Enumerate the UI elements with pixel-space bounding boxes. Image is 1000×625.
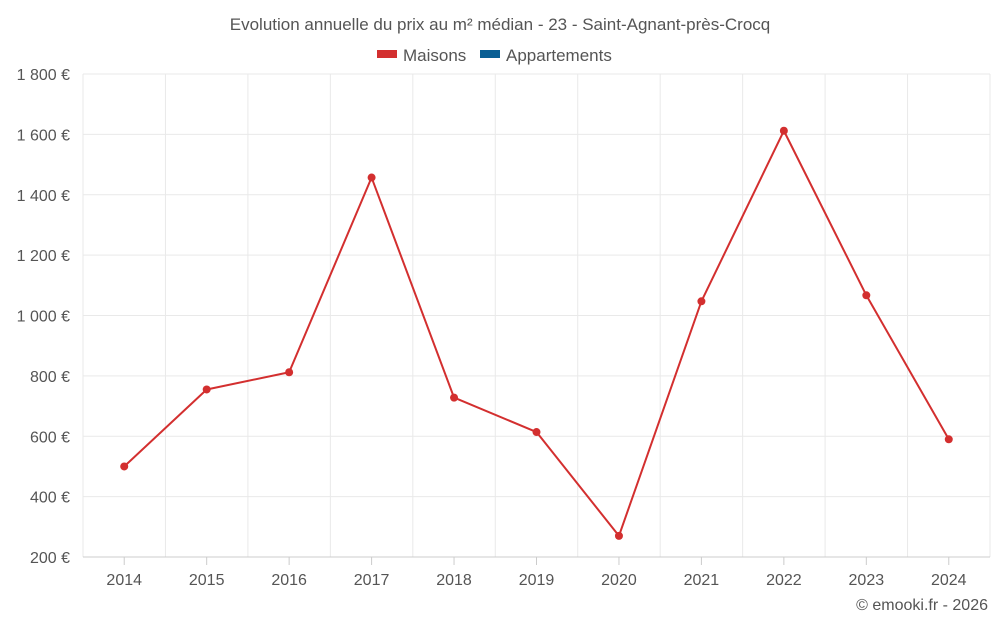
x-tick-label: 2021 [684,572,720,589]
data-point-maisons [450,393,459,402]
data-point-maisons [862,291,871,300]
legend-item-maisons[interactable]: Maisons [377,46,466,65]
y-tick-label: 1 800 € [17,67,70,84]
legend-swatch-maisons [377,50,397,58]
data-point-maisons [944,435,953,444]
y-tick-label: 1 600 € [17,127,70,144]
series-layer [120,126,953,540]
y-tick-label: 600 € [30,429,70,446]
data-point-maisons [367,173,376,182]
credit-text: © emooki.fr - 2026 [856,597,988,614]
grid [82,73,991,557]
x-tick-label: 2014 [106,572,142,589]
x-tick-label: 2017 [354,572,390,589]
legend: Maisons Appartements [377,46,612,65]
y-tick-label: 400 € [30,490,70,507]
x-tick-label: 2024 [931,572,967,589]
data-point-maisons [697,297,706,306]
x-tick-label: 2020 [601,572,637,589]
x-tick-label: 2022 [766,572,802,589]
y-tick-label: 800 € [30,369,70,386]
legend-swatch-appartements [480,50,500,58]
legend-item-appartements[interactable]: Appartements [480,46,612,65]
x-tick-label: 2015 [189,572,225,589]
data-point-maisons [285,368,294,377]
y-tick-label: 200 € [30,550,70,567]
x-tick-label: 2019 [519,572,555,589]
chart-title: Evolution annuelle du prix au m² médian … [230,15,771,34]
legend-label-appartements: Appartements [506,46,612,65]
x-tick-label: 2023 [849,572,885,589]
legend-label-maisons: Maisons [403,46,466,65]
data-point-maisons [120,462,129,471]
x-tick-label: 2018 [436,572,472,589]
y-tick-label: 1 000 € [17,309,70,326]
data-point-maisons [532,428,541,437]
axes: 200 € 400 € 600 € 800 € 1 000 € 1 200 € 1 400 … [17,67,990,589]
x-tick-label: 2016 [271,572,307,589]
y-tick-label: 1 200 € [17,248,70,265]
y-tick-label: 1 400 € [17,188,70,205]
data-point-maisons [779,126,788,135]
data-point-maisons [202,385,211,394]
data-point-maisons [614,531,623,540]
